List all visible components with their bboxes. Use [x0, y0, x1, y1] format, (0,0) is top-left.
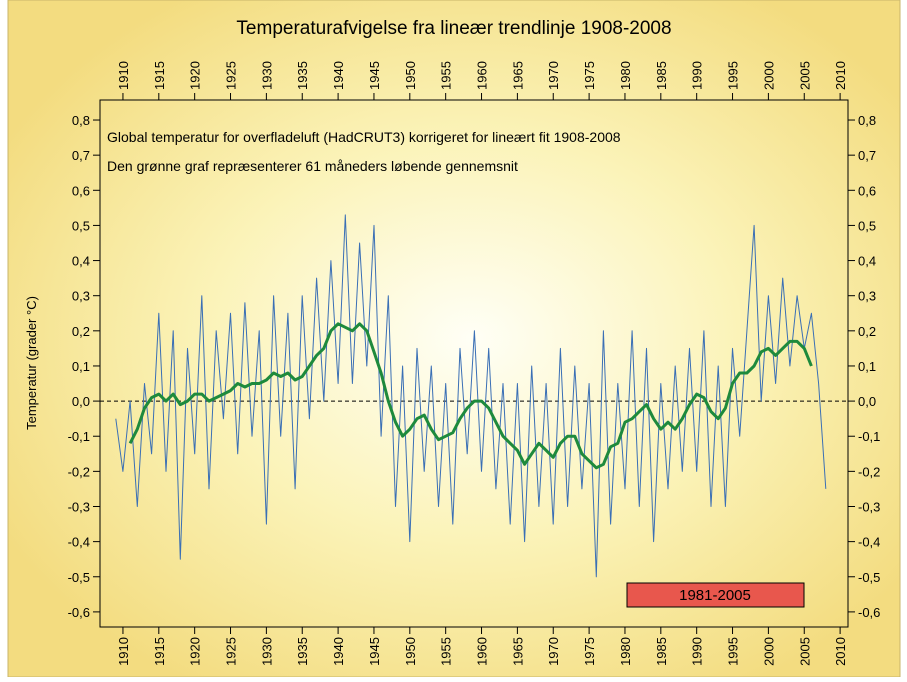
x-tick-label: 1990 — [690, 61, 705, 90]
x-tick-label: 1950 — [403, 61, 418, 90]
y-tick-label: 0,1 — [72, 359, 90, 374]
x-tick-label: 1920 — [188, 61, 203, 90]
x-tick-label: 2010 — [833, 61, 848, 90]
y-tick-label: -0,6 — [68, 605, 90, 620]
y-tick-label: -0,5 — [858, 570, 880, 585]
x-tick-label: 2000 — [761, 637, 776, 666]
x-tick-label: 1985 — [654, 637, 669, 666]
x-tick-label: 1970 — [546, 637, 561, 666]
background — [7, 0, 901, 678]
x-tick-label: 1950 — [403, 637, 418, 666]
annotation: Den grønne graf repræsenterer 61 måneder… — [107, 158, 518, 174]
y-tick-label: 0,0 — [72, 394, 90, 409]
y-tick-label: -0,1 — [858, 429, 880, 444]
x-tick-label: 1975 — [582, 61, 597, 90]
x-tick-label: 1930 — [259, 637, 274, 666]
x-tick-label: 1960 — [475, 637, 490, 666]
x-tick-label: 2005 — [797, 637, 812, 666]
y-tick-label: -0,4 — [858, 535, 880, 550]
y-axis-label: Temperatur (grader °C) — [24, 296, 39, 430]
x-tick-label: 1980 — [618, 61, 633, 90]
y-tick-label: -0,2 — [68, 464, 90, 479]
data-line — [128, 322, 813, 470]
x-tick-label: 1910 — [116, 637, 131, 666]
y-tick-label: -0,3 — [858, 499, 880, 514]
x-tick-label: 2000 — [761, 61, 776, 90]
x-tick-label: 1945 — [367, 61, 382, 90]
x-tick-label: 1985 — [654, 61, 669, 90]
y-tick-label: 0,7 — [858, 148, 876, 163]
y-tick-label: -0,1 — [68, 429, 90, 444]
y-tick-label: 0,4 — [858, 254, 876, 269]
y-tick-label: 0,0 — [858, 394, 876, 409]
y-tick-label: 0,5 — [858, 218, 876, 233]
x-tick-label: 1910 — [116, 61, 131, 90]
x-tick-label: 1955 — [439, 637, 454, 666]
y-tick-label: -0,2 — [858, 464, 880, 479]
x-tick-label: 1935 — [295, 61, 310, 90]
y-tick-label: 0,6 — [72, 183, 90, 198]
x-tick-label: 2005 — [797, 61, 812, 90]
x-tick-label: 1965 — [510, 61, 525, 90]
y-tick-label: 0,3 — [858, 289, 876, 304]
x-tick-label: 1955 — [439, 61, 454, 90]
x-tick-label: 1925 — [224, 637, 239, 666]
x-tick-label: 1995 — [726, 61, 741, 90]
x-tick-label: 1915 — [152, 61, 167, 90]
plot-frame — [99, 99, 849, 628]
y-tick-label: 0,2 — [858, 324, 876, 339]
y-tick-label: 0,4 — [72, 254, 90, 269]
x-tick-label: 1965 — [510, 637, 525, 666]
y-tick-label: 0,2 — [72, 324, 90, 339]
x-tick-label: 1920 — [188, 637, 203, 666]
chart-title: Temperaturafvigelse fra lineær trendlinj… — [236, 18, 671, 39]
y-tick-label: 0,1 — [858, 359, 876, 374]
y-tick-label: 0,6 — [858, 183, 876, 198]
y-tick-label: -0,3 — [68, 499, 90, 514]
x-tick-label: 1925 — [224, 61, 239, 90]
x-tick-label: 1915 — [152, 637, 167, 666]
y-tick-label: 0,7 — [72, 148, 90, 163]
period-box — [626, 582, 805, 608]
data-line — [115, 214, 827, 578]
y-tick-label: 0,8 — [72, 113, 90, 128]
annotation: Global temperatur for overfladeluft (Had… — [107, 129, 621, 145]
x-tick-label: 1995 — [726, 637, 741, 666]
x-tick-label: 1980 — [618, 637, 633, 666]
y-tick-label: 0,3 — [72, 289, 90, 304]
y-tick-label: -0,4 — [68, 535, 90, 550]
x-tick-label: 1970 — [546, 61, 561, 90]
y-tick-label: -0,6 — [858, 605, 880, 620]
x-tick-label: 1960 — [475, 61, 490, 90]
period-label: 1981-2005 — [679, 587, 751, 604]
x-tick-label: 2010 — [833, 637, 848, 666]
x-tick-label: 1990 — [690, 637, 705, 666]
x-tick-label: 1935 — [295, 637, 310, 666]
x-tick-label: 1940 — [331, 637, 346, 666]
y-tick-label: -0,5 — [68, 570, 90, 585]
y-tick-label: 0,5 — [72, 218, 90, 233]
x-tick-label: 1940 — [331, 61, 346, 90]
y-tick-label: 0,8 — [858, 113, 876, 128]
x-tick-label: 1945 — [367, 637, 382, 666]
x-tick-label: 1930 — [259, 61, 274, 90]
x-tick-label: 1975 — [582, 637, 597, 666]
